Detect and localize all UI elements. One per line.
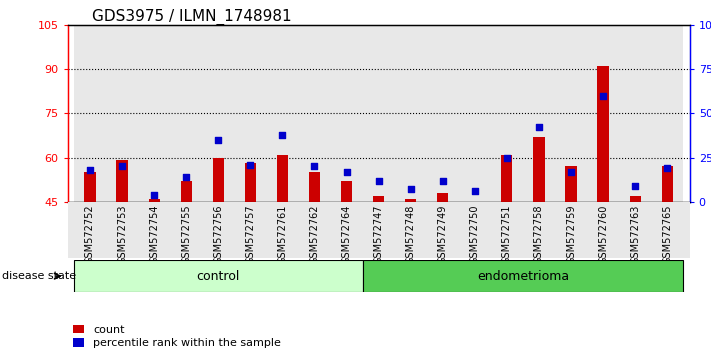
Bar xyxy=(74,260,363,292)
Bar xyxy=(395,25,427,202)
Bar xyxy=(501,155,513,202)
Bar xyxy=(309,172,320,202)
Bar xyxy=(619,25,651,202)
Text: GSM572761: GSM572761 xyxy=(277,205,287,264)
Text: GSM572763: GSM572763 xyxy=(630,205,640,264)
Bar xyxy=(459,25,491,202)
Bar xyxy=(597,66,609,202)
Bar xyxy=(373,196,384,202)
Bar xyxy=(565,166,577,202)
Point xyxy=(213,137,224,143)
Text: GSM572748: GSM572748 xyxy=(406,205,416,264)
Bar xyxy=(363,25,395,202)
Bar xyxy=(267,25,299,202)
Text: GSM572755: GSM572755 xyxy=(181,205,191,264)
Point xyxy=(469,188,481,194)
Bar xyxy=(629,196,641,202)
Bar xyxy=(149,199,160,202)
Bar xyxy=(138,25,170,202)
Point xyxy=(245,162,256,167)
Bar xyxy=(651,25,683,202)
Bar xyxy=(117,160,128,202)
Text: GSM572749: GSM572749 xyxy=(438,205,448,264)
Bar xyxy=(213,158,224,202)
Bar xyxy=(587,25,619,202)
Point xyxy=(117,164,128,169)
Bar xyxy=(523,25,555,202)
Point xyxy=(629,183,641,189)
Text: GSM572765: GSM572765 xyxy=(662,205,672,264)
Bar xyxy=(170,25,202,202)
Bar xyxy=(106,25,138,202)
Bar xyxy=(341,181,352,202)
Point xyxy=(501,155,513,160)
Bar xyxy=(74,25,106,202)
Point xyxy=(661,165,673,171)
Point xyxy=(373,178,385,183)
Text: GSM572759: GSM572759 xyxy=(566,205,576,264)
Bar xyxy=(437,193,449,202)
Text: GSM572757: GSM572757 xyxy=(245,205,255,264)
Bar xyxy=(245,164,256,202)
Text: GSM572750: GSM572750 xyxy=(470,205,480,264)
Text: disease state: disease state xyxy=(2,271,76,281)
Point xyxy=(149,192,160,198)
Bar xyxy=(181,181,192,202)
Point xyxy=(181,174,192,180)
Bar xyxy=(235,25,267,202)
Text: control: control xyxy=(196,270,240,282)
Text: GSM572752: GSM572752 xyxy=(85,205,95,264)
Text: GSM572758: GSM572758 xyxy=(534,205,544,264)
Point xyxy=(597,93,609,98)
Bar xyxy=(202,25,235,202)
Point xyxy=(309,164,320,169)
Text: GSM572756: GSM572756 xyxy=(213,205,223,264)
Bar xyxy=(85,172,95,202)
Text: GDS3975 / ILMN_1748981: GDS3975 / ILMN_1748981 xyxy=(92,9,292,25)
Point xyxy=(437,178,449,183)
Text: GSM572753: GSM572753 xyxy=(117,205,127,264)
Legend: count, percentile rank within the sample: count, percentile rank within the sample xyxy=(73,325,281,348)
Bar xyxy=(427,25,459,202)
Bar xyxy=(555,25,587,202)
Bar xyxy=(662,166,673,202)
Bar xyxy=(533,137,545,202)
Point xyxy=(277,132,288,137)
Point xyxy=(565,169,577,175)
Text: GSM572751: GSM572751 xyxy=(502,205,512,264)
Point xyxy=(533,125,545,130)
Text: GSM572764: GSM572764 xyxy=(341,205,351,264)
Bar xyxy=(331,25,363,202)
Text: GSM572754: GSM572754 xyxy=(149,205,159,264)
Bar xyxy=(299,25,331,202)
Point xyxy=(85,167,96,173)
Text: GSM572747: GSM572747 xyxy=(373,205,384,264)
Bar xyxy=(363,260,683,292)
Point xyxy=(341,169,352,175)
Bar xyxy=(277,155,288,202)
Bar xyxy=(405,199,416,202)
Bar xyxy=(491,25,523,202)
Point xyxy=(405,187,417,192)
Text: GSM572762: GSM572762 xyxy=(309,205,319,264)
Text: endometrioma: endometrioma xyxy=(477,270,569,282)
Text: GSM572760: GSM572760 xyxy=(598,205,608,264)
